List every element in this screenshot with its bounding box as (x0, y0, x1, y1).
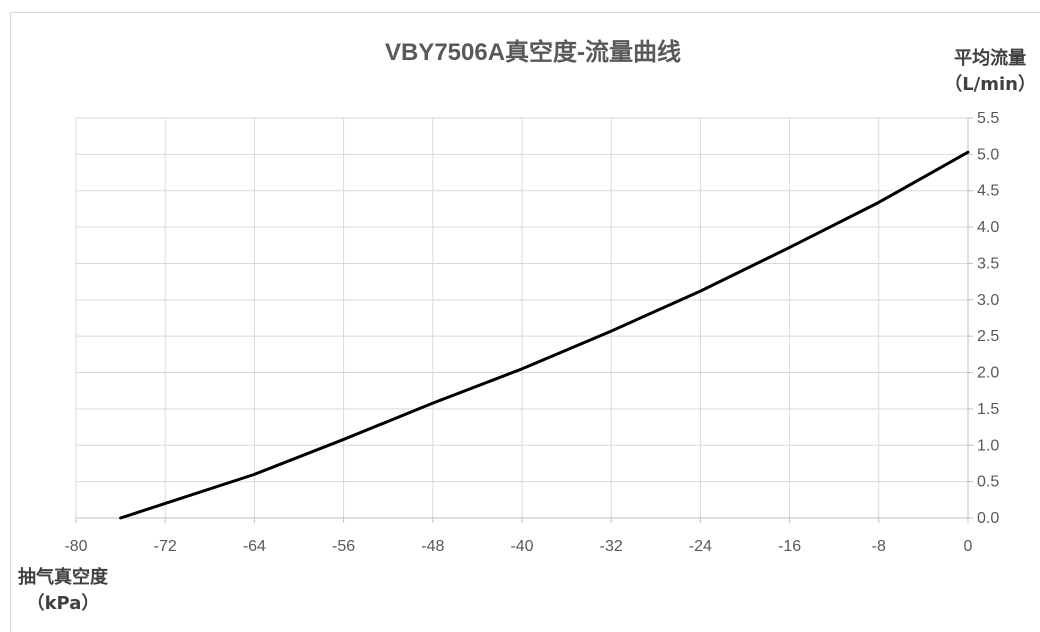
y-tick-label: 5.5 (977, 110, 999, 127)
x-tick-label: -32 (600, 538, 623, 555)
y-axis-label-line2: （L/min） (944, 74, 1036, 95)
x-axis-label-line1: 抽气真空度 (18, 567, 108, 588)
x-tick-label: -8 (872, 538, 886, 555)
x-tick-label: -48 (421, 538, 444, 555)
y-tick-label: 4.0 (977, 219, 999, 236)
y-tick-label: 5.0 (977, 146, 999, 163)
x-tick-label: -80 (64, 538, 87, 555)
x-tick-label: -56 (332, 538, 355, 555)
y-tick-label: 1.5 (977, 401, 999, 418)
y-tick-label: 3.5 (977, 255, 999, 272)
chart-title: VBY7506A真空度-流量曲线 (384, 39, 682, 66)
x-tick-label: -24 (689, 538, 712, 555)
series-line (119, 150, 970, 520)
chart-frame (10, 12, 1040, 632)
y-tick-label: 0.5 (977, 474, 999, 491)
x-tick-label: 0 (964, 538, 973, 555)
x-tick-label: -40 (510, 538, 533, 555)
y-tick-label: 1.0 (977, 437, 999, 454)
y-tick-label: 2.0 (977, 365, 999, 382)
y-tick-label: 3.0 (977, 292, 999, 309)
x-tick-label: -72 (154, 538, 177, 555)
x-tick-label: -64 (243, 538, 266, 555)
y-tick-label: 0.0 (977, 510, 999, 527)
y-tick-label: 4.5 (977, 183, 999, 200)
y-tick-label: 2.5 (977, 328, 999, 345)
x-axis-label-line2: （kPa） (26, 593, 100, 614)
x-axis-label: 抽气真空度 （kPa） (18, 565, 108, 617)
y-axis-label: 平均流量 （L/min） (944, 46, 1036, 98)
y-axis-label-line1: 平均流量 (954, 48, 1027, 69)
x-tick-label: -16 (778, 538, 801, 555)
